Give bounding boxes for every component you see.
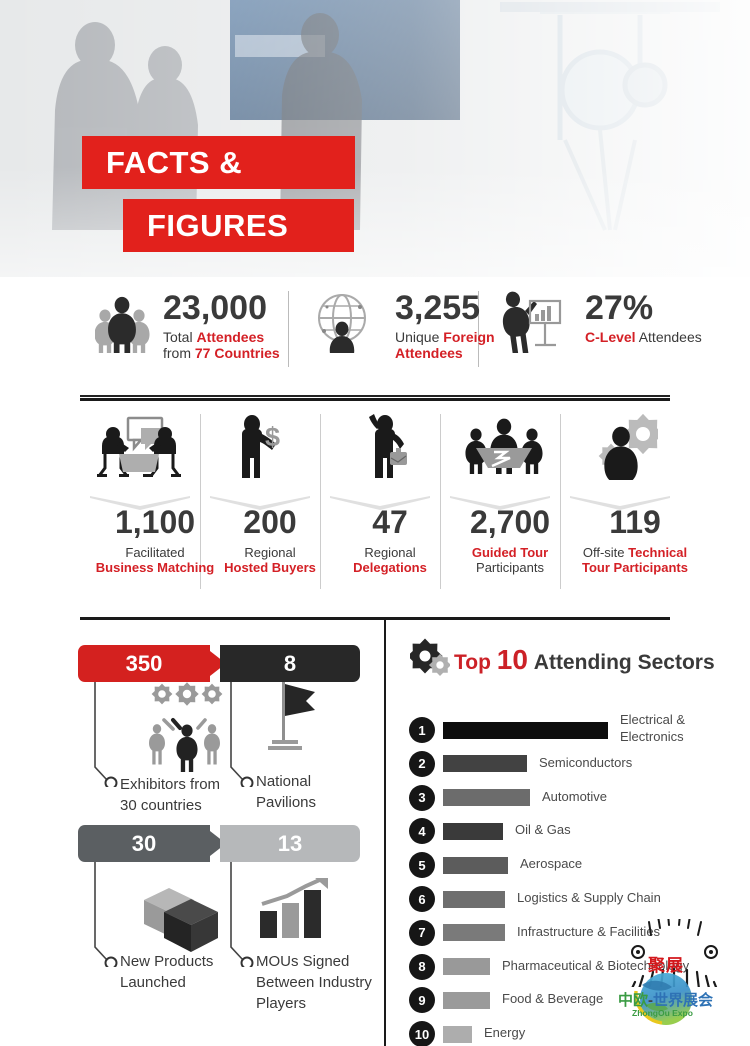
svg-text:13: 13 [278,831,302,856]
svg-text:30: 30 [132,831,156,856]
svg-text:350: 350 [126,651,163,676]
svg-text:$: $ [265,422,280,452]
svg-text:8: 8 [284,651,296,676]
